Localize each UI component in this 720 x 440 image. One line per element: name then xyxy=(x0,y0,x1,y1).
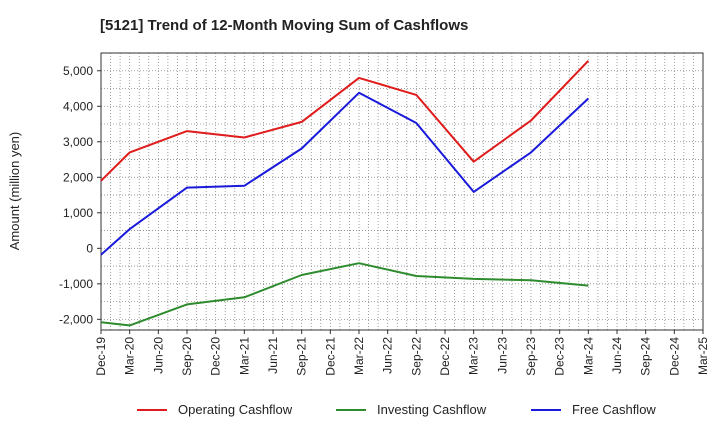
x-tick-label: Dec-24 xyxy=(667,337,681,376)
y-axis-label: Amount (million yen) xyxy=(7,132,22,251)
x-tick-label: Jun-21 xyxy=(266,337,280,374)
x-tick-label: Sep-24 xyxy=(639,337,653,376)
x-tick-label: Sep-22 xyxy=(409,337,423,376)
series-lines xyxy=(100,60,590,327)
x-tick-label: Mar-23 xyxy=(467,337,481,375)
x-tick-label: Dec-22 xyxy=(438,337,452,376)
x-tick-label: Jun-23 xyxy=(495,337,509,374)
axes: 5,0004,0003,0002,0001,0000-1,000-2,000De… xyxy=(59,52,710,376)
x-tick-label: Sep-20 xyxy=(180,337,194,376)
y-tick-label: -1,000 xyxy=(59,277,93,291)
x-tick-label: Mar-22 xyxy=(352,337,366,375)
y-tick-label: -2,000 xyxy=(59,312,93,326)
x-tick-label: Dec-21 xyxy=(323,337,337,376)
series-line-investing-cashflow xyxy=(100,262,589,327)
x-tick-label: Mar-21 xyxy=(237,337,251,375)
legend: Operating Cashflow Investing Cashflow Free… xyxy=(137,402,656,417)
x-tick-label: Sep-23 xyxy=(524,337,538,376)
y-tick-label: 3,000 xyxy=(63,135,93,149)
x-tick-label: Dec-19 xyxy=(94,337,108,376)
x-tick-label: Jun-22 xyxy=(381,337,395,374)
x-tick-label: Dec-23 xyxy=(553,337,567,376)
x-tick-label: Jun-20 xyxy=(151,337,165,374)
y-tick-label: 2,000 xyxy=(63,170,93,184)
x-tick-label: Dec-20 xyxy=(209,337,223,376)
y-tick-label: 5,000 xyxy=(63,64,93,78)
plot-area-border xyxy=(100,52,704,331)
chart-title: [5121] Trend of 12-Month Moving Sum of C… xyxy=(100,17,468,34)
x-tick-label: Mar-20 xyxy=(123,337,137,375)
series-line-free-cashflow xyxy=(100,91,589,256)
x-tick-label: Sep-21 xyxy=(295,337,309,376)
x-tick-label: Mar-25 xyxy=(696,337,710,375)
y-tick-label: 4,000 xyxy=(63,99,93,113)
grid xyxy=(101,53,703,330)
y-tick-label: 1,000 xyxy=(63,206,93,220)
legend-label: Free Cashflow xyxy=(572,402,656,417)
series-line-operating-cashflow xyxy=(100,60,590,182)
x-tick-label: Mar-24 xyxy=(581,337,595,375)
legend-label: Investing Cashflow xyxy=(377,402,487,417)
legend-label: Operating Cashflow xyxy=(178,402,293,417)
x-tick-label: Jun-24 xyxy=(610,337,624,374)
y-tick-label: 0 xyxy=(86,241,93,255)
